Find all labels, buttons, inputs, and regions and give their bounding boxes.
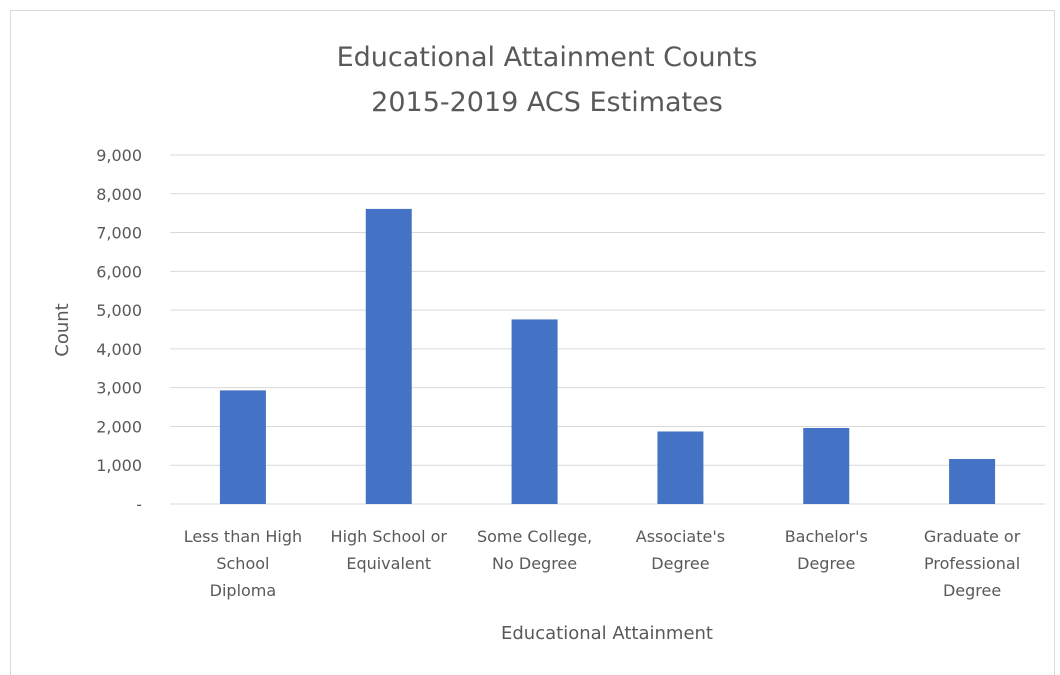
y-axis-title: Count (52, 303, 73, 356)
y-tick-label: 7,000 (96, 224, 142, 243)
x-category-label: Degree (797, 554, 855, 573)
y-tick-labels: - 1,000 2,000 3,000 4,000 5,000 6,000 7,000 8,00… (96, 146, 142, 514)
bar (511, 319, 558, 504)
x-axis-title: Educational Attainment (501, 623, 713, 644)
bar (949, 459, 996, 504)
chart-title-line-2: 2015-2019 ACS Estimates (371, 87, 723, 118)
y-tick-label: - (136, 495, 142, 514)
bar (657, 431, 704, 504)
y-tick-label: 9,000 (96, 146, 142, 165)
x-category-label: Associate's (636, 527, 725, 546)
x-category-label: Bachelor's (785, 527, 868, 546)
bar (365, 208, 412, 504)
x-category-label: Equivalent (346, 554, 431, 573)
chart-frame (10, 10, 1055, 675)
bar (803, 427, 850, 504)
gridlines (170, 154, 1045, 505)
y-tick-label: 5,000 (96, 301, 142, 320)
y-tick-label: 4,000 (96, 340, 142, 359)
x-category-label: Professional (924, 554, 1020, 573)
x-category-label: Diploma (210, 581, 277, 600)
y-tick-label: 2,000 (96, 417, 142, 436)
y-tick-label: 1,000 (96, 456, 142, 475)
x-category-label: Degree (651, 554, 709, 573)
x-category-label: Graduate or (924, 527, 1021, 546)
y-tick-label: 3,000 (96, 379, 142, 398)
x-category-labels: Less than High School Diploma High School o… (184, 527, 1021, 600)
x-category-label: Less than High (184, 527, 302, 546)
bars (219, 208, 996, 504)
chart-title-line-1: Educational Attainment Counts (337, 42, 758, 73)
x-category-label: High School or (331, 527, 448, 546)
x-category-label: Degree (943, 581, 1001, 600)
x-category-label: Some College, (477, 527, 592, 546)
y-tick-label: 8,000 (96, 185, 142, 204)
x-category-label: School (216, 554, 269, 573)
bar (219, 390, 266, 504)
x-category-label: No Degree (492, 554, 577, 573)
y-tick-label: 6,000 (96, 262, 142, 281)
